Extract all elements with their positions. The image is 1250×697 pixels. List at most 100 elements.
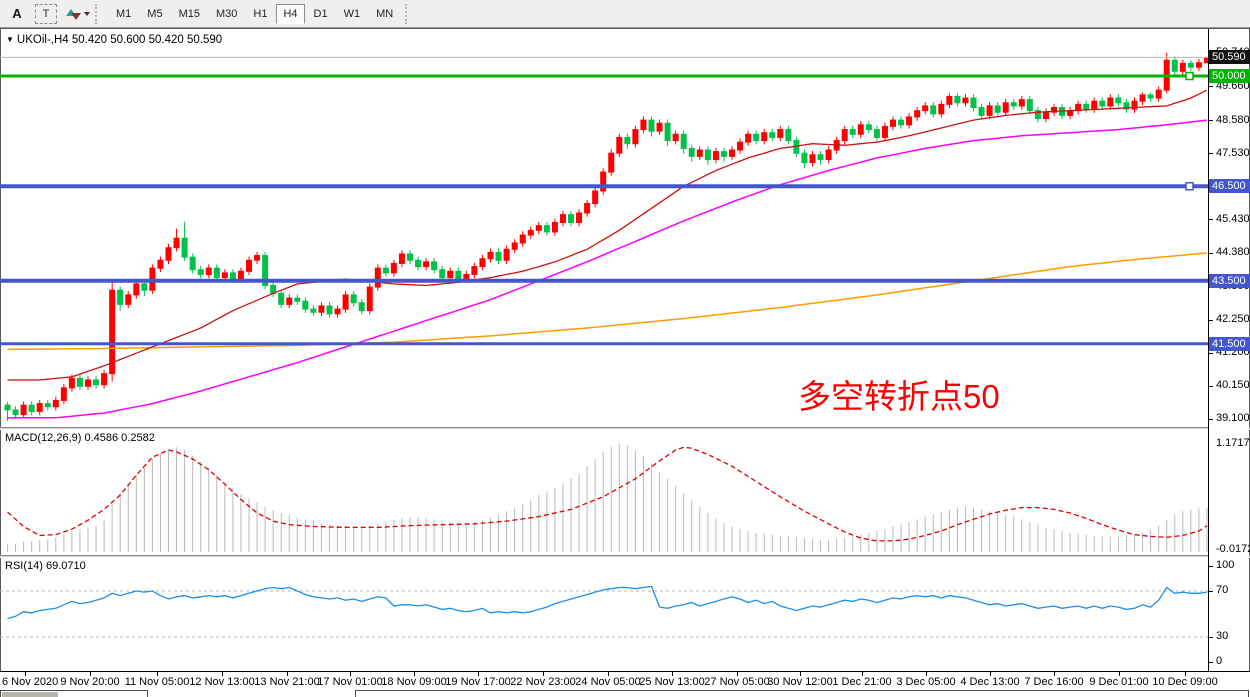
time-tick-label: 1 Dec 21:00 xyxy=(832,676,892,688)
time-tick-label: 9 Nov 20:00 xyxy=(60,676,120,688)
arrows-object-icon xyxy=(65,7,81,21)
time-tick-mark xyxy=(287,672,288,676)
hline-badge-50: 50.000 xyxy=(1209,69,1250,83)
time-tick-mark xyxy=(608,672,609,676)
minimized-window-1[interactable] xyxy=(0,690,148,697)
timeframe-button-mn[interactable]: MN xyxy=(376,7,394,20)
time-tick-mark xyxy=(1185,672,1186,676)
time-tick-label: 30 Nov 12:00 xyxy=(767,676,833,688)
time-tick-mark xyxy=(350,672,351,676)
time-tick-mark xyxy=(990,672,991,676)
price-axis[interactable]: 50.74049.66048.58047.53045.43044.38043.3… xyxy=(1208,29,1250,671)
time-tick-mark xyxy=(862,672,863,676)
time-tick-label: 18 Nov 09:00 xyxy=(381,676,447,688)
timeframe-button-w1[interactable]: W1 xyxy=(343,7,361,20)
price-tick-mark xyxy=(1209,252,1213,254)
price-tick-mark xyxy=(1209,86,1213,88)
rsi-axis-label: 0 xyxy=(1216,655,1223,667)
timeframe-button-m30[interactable]: M30 xyxy=(215,7,238,20)
time-tick-mark xyxy=(672,672,673,676)
annotation-text-tool-button[interactable]: A xyxy=(12,6,22,21)
hline-badge-46-5: 46.500 xyxy=(1209,179,1250,194)
panel-divider-macd[interactable] xyxy=(0,427,1250,430)
time-axis[interactable]: 6 Nov 2020 9 Nov 20:00 11 Nov 05:00 12 Nov … xyxy=(0,671,1250,690)
time-tick-label: 19 Nov 17:00 xyxy=(445,676,511,688)
time-tick-label: 25 Nov 13:00 xyxy=(639,676,705,688)
rsi-tick-mark xyxy=(1209,636,1213,638)
time-tick-mark xyxy=(1054,672,1055,676)
time-tick-label: 24 Nov 05:00 xyxy=(575,676,641,688)
time-tick-label: 9 Dec 01:00 xyxy=(1089,676,1149,688)
price-tick-mark xyxy=(1209,120,1213,122)
toolbar-grip xyxy=(95,3,104,24)
rsi-line xyxy=(7,585,1208,620)
timeframe-button-m1[interactable]: M1 xyxy=(116,7,132,20)
toolbar: A T M1 M5 M15 M30 H1 H4 D1 W1 MN xyxy=(0,0,1250,28)
time-tick-mark xyxy=(222,672,223,676)
rsi-axis-label: 30 xyxy=(1216,630,1229,642)
rsi-tick-mark xyxy=(1209,661,1213,663)
price-tick-label: 48.580 xyxy=(1216,113,1250,126)
candles xyxy=(4,52,1208,421)
time-tick-label: 17 Nov 01:00 xyxy=(317,676,383,688)
chart-title-text: UKOil-,H4 50.420 50.600 50.420 50.590 xyxy=(16,34,223,46)
chart-annotation-text[interactable]: 多空转折点50 xyxy=(798,378,1000,415)
macd-label: MACD(12,26,9) 0.4586 0.2582 xyxy=(5,432,155,444)
main-chart-canvas[interactable] xyxy=(0,29,1208,427)
price-tick-label: 40.150 xyxy=(1216,379,1250,392)
price-tick-mark xyxy=(1209,418,1213,420)
time-tick-label: 10 Dec 09:00 xyxy=(1152,676,1218,688)
macd-signal-line xyxy=(7,446,1208,542)
rsi-tick-mark xyxy=(1209,565,1213,567)
rsi-axis-label: 70 xyxy=(1216,584,1229,596)
objects-dropdown-button[interactable] xyxy=(65,4,90,24)
price-tick-mark xyxy=(1209,219,1213,221)
chart-title: ▼ UKOil-,H4 50.420 50.600 50.420 50.590 xyxy=(6,34,222,46)
rsi-tick-mark xyxy=(1209,590,1213,592)
price-tick-mark xyxy=(1209,319,1213,321)
time-tick-label: 7 Dec 16:00 xyxy=(1024,676,1084,688)
time-tick-mark xyxy=(1119,672,1120,676)
time-tick-mark xyxy=(926,672,927,676)
timeframe-button-m15[interactable]: M15 xyxy=(178,7,200,20)
symbol-dropdown-icon[interactable]: ▼ xyxy=(6,35,14,44)
rsi-axis-label: 100 xyxy=(1216,559,1235,571)
timeframe-button-m5[interactable]: M5 xyxy=(147,7,163,20)
time-tick-mark xyxy=(478,672,479,676)
time-tick-label: 4 Dec 13:00 xyxy=(960,676,1020,688)
timeframe-button-d1[interactable]: D1 xyxy=(313,7,328,20)
macd-axis-label: 1.1717 xyxy=(1216,437,1250,449)
time-tick-mark xyxy=(737,672,738,676)
time-tick-label: 27 Nov 05:00 xyxy=(704,676,770,688)
panel-divider-rsi[interactable] xyxy=(0,555,1250,558)
time-tick-label: 6 Nov 2020 xyxy=(2,676,59,688)
price-tick-label: 44.380 xyxy=(1216,246,1250,259)
timeframe-button-h1[interactable]: H1 xyxy=(253,7,268,20)
hline-46-500-marker[interactable] xyxy=(1185,182,1194,191)
price-tick-mark xyxy=(1209,352,1213,354)
ma-mid-magenta xyxy=(7,119,1208,419)
macd-panel-canvas[interactable] xyxy=(0,430,1208,555)
rsi-label: RSI(14) 69.0710 xyxy=(5,560,86,572)
time-tick-mark xyxy=(543,672,544,676)
time-tick-label: 12 Nov 13:00 xyxy=(189,676,255,688)
toolbar-grip-2 xyxy=(405,3,414,24)
time-tick-mark xyxy=(414,672,415,676)
time-tick-mark xyxy=(800,672,801,676)
price-tick-mark xyxy=(1209,153,1213,155)
price-tick-label: 39.100 xyxy=(1216,412,1250,425)
rsi-panel-canvas[interactable] xyxy=(0,558,1208,671)
minimized-window-2[interactable] xyxy=(355,690,1249,697)
chevron-down-icon xyxy=(84,11,90,16)
ma-slow-orange xyxy=(7,252,1208,351)
text-label-tool-button[interactable]: T xyxy=(35,3,57,24)
time-tick-label: 22 Nov 23:00 xyxy=(510,676,576,688)
timeframe-button-h4[interactable]: H4 xyxy=(276,3,305,24)
price-tick-label: 45.430 xyxy=(1216,212,1250,225)
hline-50-000-marker[interactable] xyxy=(1185,71,1194,81)
hline-badge-43-5: 43.500 xyxy=(1209,273,1250,288)
time-tick-label: 3 Dec 05:00 xyxy=(896,676,956,688)
time-tick-mark xyxy=(25,672,26,676)
ma-fast-red xyxy=(7,89,1208,381)
